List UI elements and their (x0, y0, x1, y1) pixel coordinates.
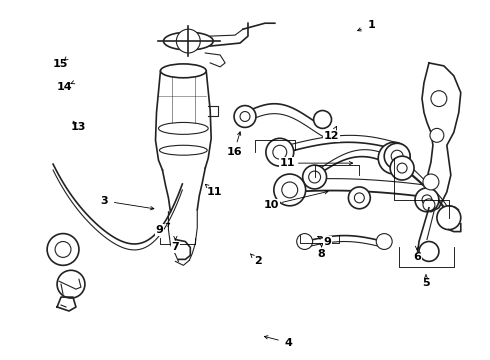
Text: 11: 11 (206, 187, 222, 197)
Circle shape (309, 171, 320, 183)
Circle shape (354, 193, 365, 203)
Circle shape (423, 199, 435, 211)
Circle shape (348, 187, 370, 209)
Circle shape (378, 142, 410, 174)
Circle shape (415, 188, 439, 212)
Ellipse shape (164, 32, 213, 50)
Circle shape (437, 206, 461, 230)
Text: 11: 11 (280, 158, 295, 168)
Text: 9: 9 (323, 237, 331, 247)
Text: 13: 13 (70, 122, 86, 132)
Circle shape (297, 234, 313, 249)
Text: 15: 15 (52, 59, 68, 69)
Circle shape (423, 174, 439, 190)
Text: 5: 5 (422, 278, 430, 288)
Ellipse shape (161, 64, 206, 78)
Circle shape (376, 234, 392, 249)
Text: 1: 1 (368, 20, 375, 30)
Circle shape (397, 163, 407, 173)
Circle shape (234, 105, 256, 127)
Circle shape (422, 195, 432, 205)
Circle shape (282, 182, 298, 198)
Circle shape (384, 143, 410, 169)
Circle shape (419, 242, 439, 261)
Text: 2: 2 (254, 256, 262, 266)
Circle shape (430, 129, 444, 142)
Circle shape (176, 29, 200, 53)
Circle shape (303, 165, 326, 189)
Text: 14: 14 (56, 82, 72, 92)
Circle shape (314, 111, 332, 129)
Text: 12: 12 (324, 131, 339, 141)
Text: 9: 9 (155, 225, 164, 235)
Circle shape (273, 145, 287, 159)
Circle shape (266, 138, 294, 166)
Text: 10: 10 (264, 200, 279, 210)
Text: 6: 6 (413, 252, 421, 262)
Circle shape (57, 270, 85, 298)
Text: 7: 7 (172, 243, 179, 252)
Circle shape (240, 112, 250, 121)
Circle shape (431, 91, 447, 107)
Text: 16: 16 (226, 147, 242, 157)
Text: 8: 8 (318, 249, 325, 260)
Circle shape (390, 156, 414, 180)
Circle shape (386, 150, 402, 166)
Circle shape (55, 242, 71, 257)
Circle shape (274, 174, 306, 206)
Circle shape (391, 150, 403, 162)
Text: 4: 4 (285, 338, 293, 348)
Circle shape (47, 234, 79, 265)
Ellipse shape (158, 122, 208, 134)
Ellipse shape (159, 145, 207, 155)
Text: 3: 3 (100, 196, 108, 206)
